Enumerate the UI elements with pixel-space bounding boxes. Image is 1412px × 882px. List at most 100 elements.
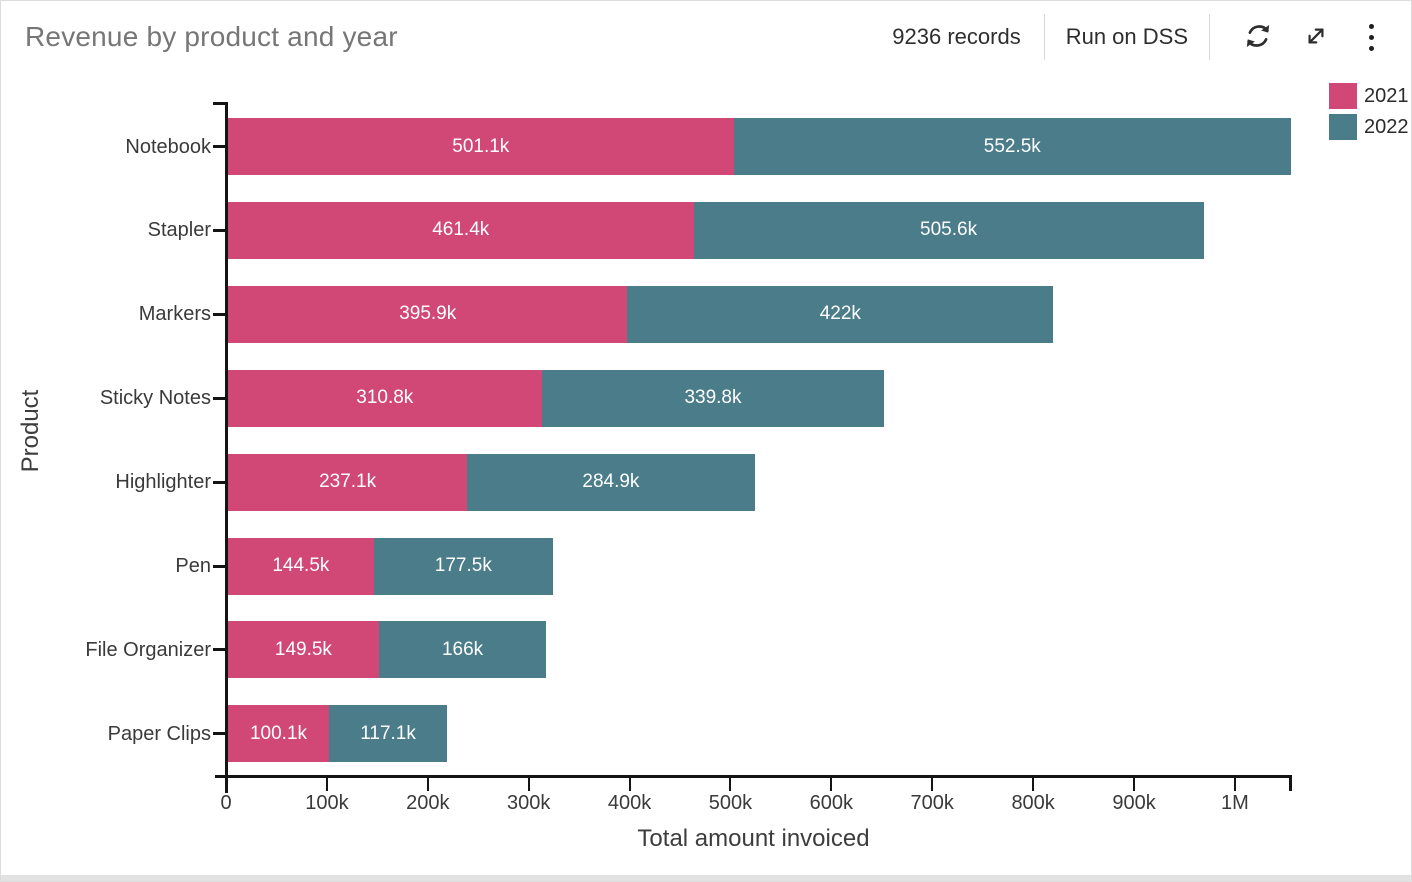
category-label-stapler: Stapler <box>147 219 211 242</box>
bar-segment-pen-2021[interactable]: 144.5k <box>228 537 374 595</box>
category-label-pen: Pen <box>175 555 211 577</box>
x-tick-label-600k: 600k <box>809 792 854 814</box>
bar-row-sticky-notes: 310.8k 339.8k <box>228 369 885 427</box>
bar-segment-stapler-2022[interactable]: 505.6k <box>693 201 1204 259</box>
x-tick-0 <box>225 778 227 791</box>
header-controls: 9236 records Run on DSS <box>892 14 1381 60</box>
x-tick-600k <box>830 778 833 791</box>
bar-row-stapler: 461.4k 505.6k <box>228 201 1204 259</box>
legend-label: 2022 <box>1364 116 1409 138</box>
bar-segment-markers-2021[interactable]: 395.9k <box>228 285 628 343</box>
category-label-markers: Markers <box>138 303 211 326</box>
y-tick-file-organizer <box>213 648 226 652</box>
bar-segment-paper-clips-2022[interactable]: 117.1k <box>328 705 448 763</box>
bar-segment-sticky-notes-2022[interactable]: 339.8k <box>541 369 885 427</box>
legend-label: 2021 <box>1364 85 1409 107</box>
refresh-icon <box>1241 19 1275 56</box>
bar-segment-highlighter-2022[interactable]: 284.9k <box>467 453 755 511</box>
bar-value-label: 237.1k <box>319 471 377 493</box>
bar-segment-sticky-notes-2021[interactable]: 310.8k <box>228 369 542 427</box>
bar-value-label: 177.5k <box>434 555 492 576</box>
chart-menu-button[interactable] <box>1361 20 1381 54</box>
bar-value-label: 284.9k <box>582 471 640 493</box>
legend-swatch-2021 <box>1329 83 1357 109</box>
x-tick-900k <box>1133 778 1136 791</box>
bar-value-label: 422k <box>819 303 861 325</box>
x-tick-label-400k: 400k <box>607 792 652 814</box>
bar-value-label: 100.1k <box>249 722 308 744</box>
header-divider <box>1209 14 1210 60</box>
bottom-panel-edge <box>1 875 1411 881</box>
x-tick-200k <box>426 778 429 791</box>
bar-segment-file-organizer-2022[interactable]: 166k <box>378 621 547 679</box>
x-tick-700k <box>931 778 934 791</box>
x-tick-label-800k: 800k <box>1011 792 1055 814</box>
x-tick-1M <box>1233 778 1236 791</box>
bar-value-label: 149.5k <box>274 638 332 660</box>
bar-value-label: 395.9k <box>399 303 457 325</box>
bar-row-highlighter: 237.1k 284.9k <box>228 453 755 511</box>
x-tick-label-500k: 500k <box>708 792 753 814</box>
x-tick-label-700k: 700k <box>910 792 954 814</box>
refresh-button[interactable] <box>1240 19 1276 55</box>
header-divider <box>1043 14 1045 60</box>
x-axis-line <box>215 775 1292 778</box>
y-tick-notebook <box>213 145 226 148</box>
expand-icon <box>1302 22 1330 53</box>
kebab-menu-icon <box>1368 23 1374 29</box>
bar-segment-notebook-2022[interactable]: 552.5k <box>733 118 1291 175</box>
bar-segment-pen-2022[interactable]: 177.5k <box>373 537 553 595</box>
y-tick-highlighter <box>213 480 226 484</box>
x-tick-100k <box>325 778 328 791</box>
y-axis-top-cap <box>213 102 225 105</box>
x-tick-300k <box>527 778 530 791</box>
bar-segment-markers-2022[interactable]: 422k <box>627 285 1054 343</box>
card-header: Revenue by product and year 9236 records… <box>1 1 1411 73</box>
category-label-paper-clips: Paper Clips <box>107 722 211 745</box>
x-tick-label-900k: 900k <box>1112 792 1156 814</box>
x-tick-label-100k: 100k <box>305 792 349 814</box>
bar-segment-stapler-2021[interactable]: 461.4k <box>228 201 694 259</box>
bar-value-label: 501.1k <box>452 135 510 157</box>
y-tick-markers <box>213 312 226 316</box>
x-tick-400k <box>628 778 631 791</box>
bar-value-label: 144.5k <box>272 555 330 576</box>
run-on-dss-button[interactable]: Run on DSS <box>1066 14 1188 60</box>
bar-segment-file-organizer-2021[interactable]: 149.5k <box>228 621 379 679</box>
y-tick-sticky-notes <box>213 396 226 400</box>
bar-row-notebook: 501.1k 552.5k <box>228 118 1291 175</box>
x-tick-label-1M: 1M <box>1221 792 1249 814</box>
x-tick-label-300k: 300k <box>506 792 551 814</box>
x-tick-500k <box>729 778 732 791</box>
x-tick-800k <box>1032 778 1035 791</box>
bar-value-label: 505.6k <box>920 219 978 241</box>
category-label-notebook: Notebook <box>125 135 211 158</box>
bar-value-label: 461.4k <box>432 219 490 241</box>
bar-value-label: 552.5k <box>983 135 1041 157</box>
legend-item-2022[interactable]: 2022 <box>1329 114 1409 140</box>
chart-title: Revenue by product and year <box>25 21 398 52</box>
category-label-sticky-notes: Sticky Notes <box>99 387 211 410</box>
legend-item-2021[interactable]: 2021 <box>1329 83 1409 109</box>
bar-row-paper-clips: 100.1k 117.1k <box>228 705 448 763</box>
legend-swatch-2022 <box>1329 114 1357 140</box>
y-tick-stapler <box>213 228 226 232</box>
records-count: 9236 records <box>892 24 1021 49</box>
category-label-file-organizer: File Organizer <box>85 638 211 661</box>
bar-segment-paper-clips-2021[interactable]: 100.1k <box>228 705 329 763</box>
category-label-highlighter: Highlighter <box>115 471 211 494</box>
bar-segment-notebook-2021[interactable]: 501.1k <box>228 118 734 175</box>
bar-row-file-organizer: 149.5k 166k <box>228 621 547 679</box>
x-axis-title: Total amount invoiced <box>637 825 870 852</box>
bar-segment-highlighter-2021[interactable]: 237.1k <box>228 453 468 511</box>
y-tick-paper-clips <box>213 732 226 736</box>
bar-value-label: 310.8k <box>356 387 414 409</box>
chart-legend: 2021 2022 <box>1329 83 1409 140</box>
bar-row-markers: 395.9k 422k <box>228 285 1054 343</box>
x-tick-label-0: 0 <box>220 792 232 814</box>
bar-value-label: 166k <box>441 638 484 660</box>
x-axis-end-cap <box>1289 775 1292 791</box>
y-axis-line <box>225 102 228 793</box>
expand-button[interactable] <box>1301 22 1331 52</box>
